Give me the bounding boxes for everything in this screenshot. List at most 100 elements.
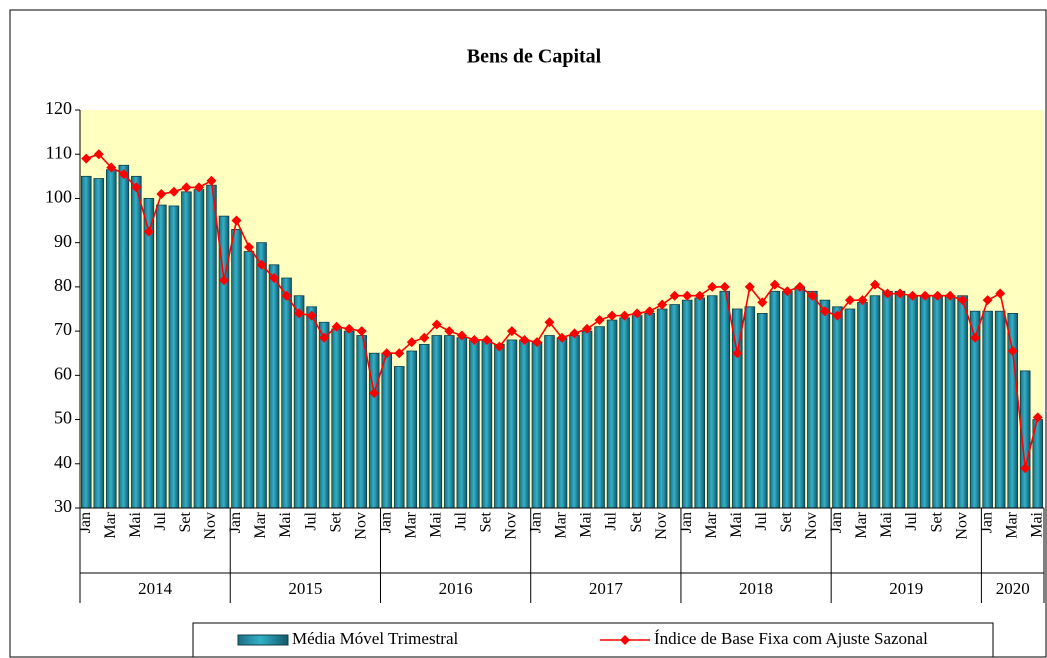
x-tick-label: Set [628, 511, 645, 532]
bar [894, 290, 906, 509]
x-tick-label: Jan [678, 512, 695, 533]
marker [431, 319, 442, 330]
marker [632, 308, 643, 319]
bar [782, 290, 793, 509]
bar [444, 335, 455, 509]
y-tick-label: 120 [45, 98, 72, 118]
year-label: 2015 [288, 579, 322, 598]
marker [319, 332, 330, 343]
bar [131, 175, 142, 509]
marker [657, 299, 668, 310]
y-tick-label: 100 [45, 187, 72, 207]
bar [631, 315, 643, 509]
bar [556, 337, 568, 509]
marker [294, 308, 305, 319]
x-tick-label: Mar [402, 511, 419, 538]
marker [882, 288, 893, 299]
bar [481, 339, 493, 509]
bar [519, 339, 530, 509]
marker [168, 186, 179, 197]
year-label: 2017 [589, 579, 624, 598]
marker [344, 323, 355, 334]
x-tick-label: Jul [603, 511, 620, 530]
marker [569, 328, 580, 339]
x-tick-label: Set [478, 511, 495, 532]
marker [456, 330, 467, 341]
x-tick-label: Set [778, 511, 795, 532]
y-tick-label: 110 [46, 142, 72, 162]
bar [80, 175, 92, 509]
x-tick-label: Mai [578, 511, 595, 537]
marker [494, 341, 505, 352]
chart-title: Bens de Capital [467, 46, 602, 68]
bar [819, 299, 831, 509]
marker [995, 288, 1006, 299]
marker [1032, 412, 1043, 423]
bar [807, 290, 818, 509]
y-tick-label: 50 [54, 408, 72, 428]
bar [794, 286, 806, 509]
bar [832, 306, 843, 509]
marker [131, 182, 142, 193]
x-tick-label: Nov [953, 512, 970, 540]
x-tick-label: Mar [853, 511, 870, 538]
marker [331, 321, 342, 332]
bar [757, 313, 768, 509]
legend-swatch [237, 634, 289, 646]
bar [381, 352, 393, 509]
legend [192, 622, 994, 658]
marker [644, 306, 655, 317]
x-tick-label: Jul [453, 511, 470, 530]
year-label: 2014 [138, 579, 173, 598]
marker [732, 348, 743, 359]
bar [356, 335, 367, 509]
marker [819, 306, 830, 317]
marker [394, 348, 405, 359]
marker [895, 288, 906, 299]
bar [869, 295, 881, 509]
bar [882, 290, 893, 509]
marker [869, 279, 880, 290]
bar [719, 290, 731, 509]
marker [907, 290, 918, 301]
bar [431, 335, 443, 509]
marker [807, 290, 818, 301]
bar [1007, 313, 1018, 509]
year-label: 2016 [439, 579, 473, 598]
x-tick-label: Mar [102, 511, 119, 538]
marker [544, 317, 555, 328]
x-tick-label: Mar [1003, 511, 1020, 538]
bar [106, 169, 117, 509]
x-tick-label: Jul [152, 511, 169, 530]
bar [982, 310, 993, 509]
bar [531, 341, 543, 509]
marker [794, 281, 805, 292]
marker [832, 310, 843, 321]
x-tick-label: Jul [903, 511, 920, 530]
marker [81, 153, 92, 164]
x-tick-label: Jan [77, 512, 94, 533]
marker [93, 149, 104, 160]
y-tick-label: 40 [54, 452, 72, 472]
marker [256, 259, 267, 270]
bar [469, 339, 480, 509]
legend-marker [620, 635, 630, 645]
marker [281, 290, 292, 301]
marker [1020, 463, 1031, 474]
y-tick-label: 90 [54, 231, 72, 251]
bar [193, 189, 205, 509]
x-tick-label: Jan [828, 512, 845, 533]
x-tick-label: Mar [252, 511, 269, 538]
bar [694, 297, 705, 509]
x-tick-label: Mai [878, 511, 895, 537]
bar [494, 343, 505, 509]
marker [694, 290, 705, 301]
year-label: 2020 [996, 579, 1030, 598]
bar [419, 343, 430, 509]
marker [769, 279, 780, 290]
marker [669, 290, 680, 301]
bar [681, 299, 693, 509]
legend-label: Média Móvel Trimestral [292, 629, 458, 648]
y-tick-label: 80 [54, 275, 72, 295]
bar [281, 277, 292, 509]
